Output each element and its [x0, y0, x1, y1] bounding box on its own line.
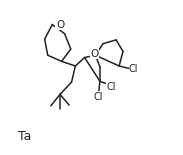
Text: Cl: Cl	[106, 82, 116, 93]
Text: Ta: Ta	[18, 130, 31, 143]
Text: O: O	[56, 20, 64, 29]
Text: Cl: Cl	[94, 92, 103, 102]
Text: Cl: Cl	[129, 64, 139, 74]
Text: O: O	[90, 49, 98, 59]
